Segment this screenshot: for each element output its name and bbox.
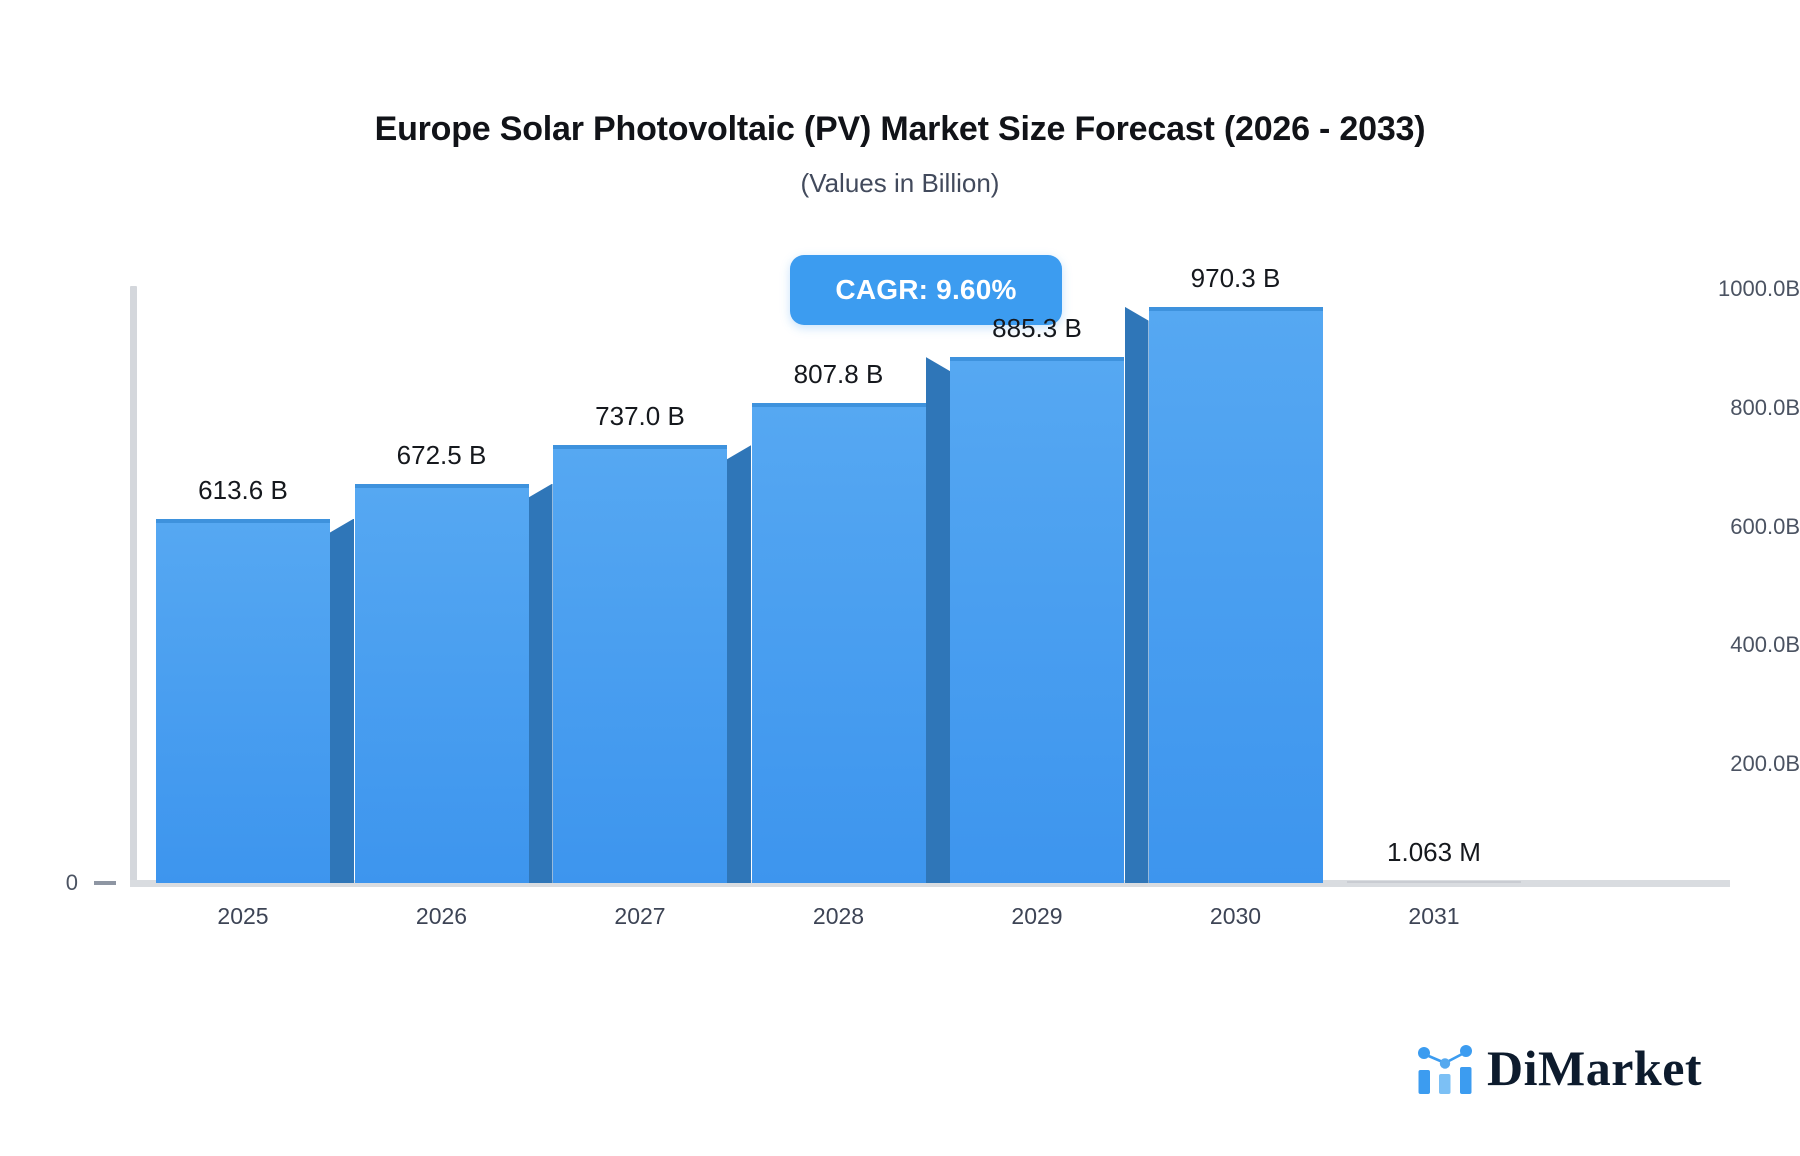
x-tick-label: 2027 [614,903,666,929]
bar-top-highlight [1148,306,1323,311]
bar-face[interactable] [354,483,529,883]
y-tick-label: 1000.0B [1718,276,1800,301]
bar-3d-side [330,518,354,883]
bar-3d-side [1124,306,1149,883]
bar-value-label: 807.8 B [793,359,884,390]
bar-3d-side [528,483,553,883]
bar-chart-icon [1418,1045,1472,1094]
x-axis-baseline [130,880,1730,887]
bar-column [926,357,1124,883]
y-tick-label: 200.0B [1730,751,1800,777]
bar-face[interactable] [156,518,330,883]
bar-value-label: 885.3 B [992,313,1082,344]
bar-column [354,483,553,883]
bar-3d-side [727,445,751,883]
bar-top-highlight [751,403,926,408]
bar-value-label: 1.063 M [1387,837,1481,867]
y-tick-label: 0 [65,870,78,895]
x-tick-label: 2030 [1209,903,1262,929]
cagr-badge: CAGR: 9.60% [790,255,1062,325]
bar-top-highlight [354,483,529,488]
bar-3d-side [926,357,950,883]
bar-column [553,445,751,883]
bar-value-label: 737.0 B [595,401,685,432]
y-axis-line [130,286,137,886]
bar-top-highlight [156,518,330,523]
y-tick-zero: 0 [0,870,130,896]
cagr-badge-label: CAGR: 9.60% [835,274,1017,305]
y-tick-label: 800.0B [1730,394,1800,420]
x-tick-label: 2031 [1408,903,1460,929]
bar-top-highlight [553,445,727,450]
y-tick-label: 400.0B [1730,632,1800,658]
bar-value-label: 970.3 B [1190,262,1281,293]
x-tick-label: 2026 [415,903,468,929]
bar-face[interactable] [1347,881,1521,883]
x-tick-label: 2025 [217,903,269,929]
bar-column [751,403,950,883]
x-tick-label: 2029 [1011,903,1063,929]
bar-value-label: 672.5 B [396,439,487,470]
brand-name: DiMarket [1487,1040,1703,1096]
chart-subtitle: (Values in Billion) [800,168,1000,198]
bar-face[interactable] [950,357,1124,883]
bar-value-label: 613.6 B [198,474,288,505]
brand-logo: DiMarket [1415,1040,1702,1096]
bar-face[interactable] [553,445,727,883]
bar-column [156,518,354,883]
bar-top-highlight [950,357,1124,362]
bar-column [1347,881,1521,883]
y-tick-label: 600.0B [1730,513,1800,539]
y-tick-mark [94,881,116,885]
chart-title: Europe Solar Photovoltaic (PV) Market Si… [374,110,1426,148]
x-tick-label: 2028 [812,903,865,929]
bar-column [1124,306,1323,883]
bar-face[interactable] [751,403,926,883]
bar-face[interactable] [1148,306,1323,883]
